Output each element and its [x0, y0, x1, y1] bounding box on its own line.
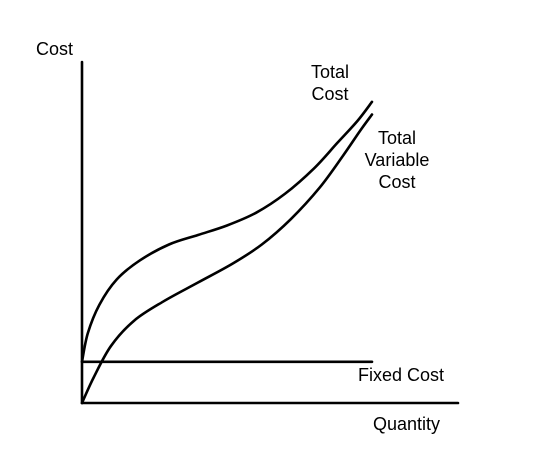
- series-label-line: Cost: [378, 172, 415, 192]
- total-cost-curve: [80, 100, 374, 364]
- fixed-cost-label: Fixed Cost: [358, 365, 444, 385]
- series-label-line: Cost: [311, 84, 348, 104]
- series-label-line: Variable: [365, 150, 430, 170]
- series-label-line: Total: [378, 128, 416, 148]
- total-cost-label: Total Cost: [311, 62, 349, 104]
- series-label-line: Total: [311, 62, 349, 82]
- total-variable-cost-label: Total Variable Cost: [365, 128, 430, 192]
- total-variable-cost-curve: [80, 113, 374, 405]
- series-label-line: Fixed Cost: [358, 365, 444, 385]
- x-axis-label: Quantity: [373, 414, 440, 434]
- y-axis-label: Cost: [36, 39, 73, 59]
